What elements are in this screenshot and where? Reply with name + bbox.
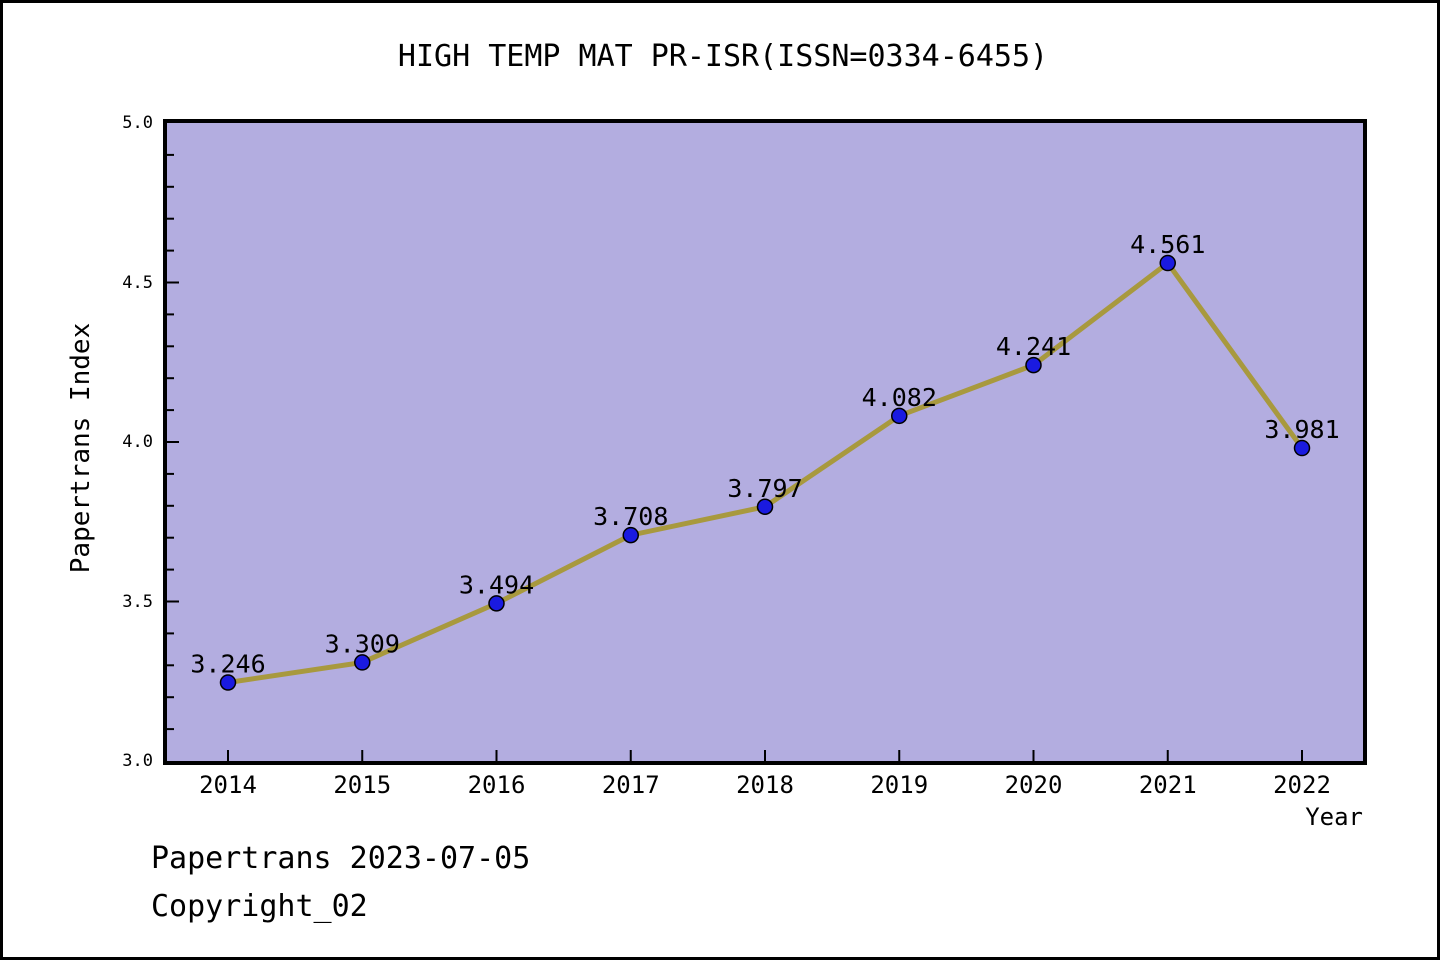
data-point-label: 4.082: [862, 383, 937, 412]
data-point-label: 3.494: [459, 570, 534, 599]
data-point: [354, 654, 371, 671]
x-tick-label: 2019: [870, 771, 929, 799]
data-point-label: 3.246: [190, 650, 265, 679]
x-tick-label: 2021: [1138, 771, 1197, 799]
x-tick-label: 2022: [1273, 771, 1331, 799]
y-tick-label: 3.5: [122, 591, 153, 612]
data-point-label: 3.797: [727, 474, 802, 503]
data-point: [219, 674, 237, 691]
data-point: [488, 595, 505, 612]
plot-area: 3.246 3.309 3.494 3.708 3.797 4.082 4.241 4.561…: [163, 119, 1367, 765]
x-tick-label: 2018: [736, 771, 794, 799]
data-point: [1293, 439, 1311, 457]
data-point-label: 3.309: [325, 629, 400, 658]
x-tick-label: 2016: [467, 771, 526, 799]
chart-title: HIGH TEMP MAT PR-ISR(ISSN=0334-6455): [397, 39, 1049, 74]
y-tick-label: 4.0: [122, 432, 153, 452]
data-point: [622, 526, 639, 544]
data-point-label: 4.561: [1130, 230, 1205, 259]
data-point: [756, 498, 774, 516]
x-tick-label: 2015: [333, 771, 392, 799]
data-point-label: 4.241: [996, 332, 1071, 361]
data-point-label: 3.708: [593, 502, 668, 531]
y-tick-label: 4.5: [122, 272, 153, 293]
data-point: [1025, 356, 1042, 374]
x-axis-label: Year: [1305, 803, 1363, 831]
data-point: [891, 407, 908, 425]
x-tick-label: 2014: [199, 771, 257, 799]
x-tick-label: 2017: [601, 771, 660, 799]
line-chart-svg: 3.246 3.309 3.494 3.708 3.797 4.082 4.241 4.561…: [167, 153, 1340, 761]
footer-date: Papertrans 2023-07-05: [151, 841, 531, 876]
y-tick-label: 3.0: [122, 751, 153, 771]
footer-copyright: Copyright_02: [151, 889, 368, 924]
data-point: [1159, 254, 1176, 272]
y-tick-label: 5.0: [122, 113, 153, 133]
data-point-label: 3.981: [1264, 415, 1339, 444]
x-tick-label: 2020: [1004, 771, 1063, 799]
